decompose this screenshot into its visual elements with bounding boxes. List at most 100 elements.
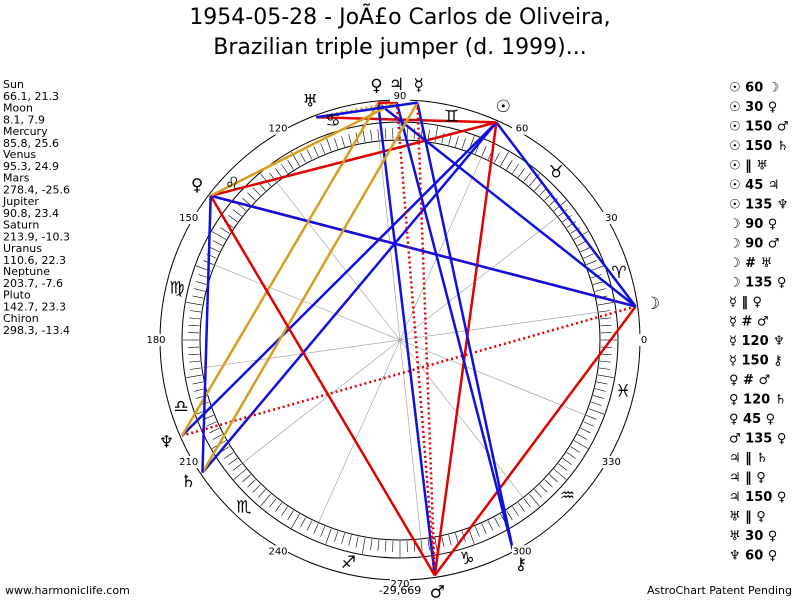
- ring-tick: [600, 324, 612, 327]
- ring-tick: [441, 536, 445, 548]
- aspect-line: [210, 100, 398, 197]
- aspect-line: [395, 101, 515, 550]
- degree-label-bg: [601, 212, 622, 224]
- ring-tick: [593, 395, 604, 399]
- aspect-entry: ☽ 90 ♀: [729, 217, 777, 232]
- planet-glyph: ♀: [191, 175, 203, 195]
- aspect-line: [433, 122, 498, 576]
- ring-tick: [334, 138, 339, 149]
- aspect-line: [316, 100, 397, 119]
- ring-tick: [580, 427, 591, 434]
- aspect-entry: ♆ 60 ♀: [729, 549, 777, 564]
- ring-tick: [211, 231, 227, 240]
- ring-tick: [247, 192, 256, 201]
- tick-ring-outer: [181, 121, 619, 559]
- ring-tick: [427, 539, 430, 550]
- aspect-entry: ☿ 120 ♆: [729, 334, 785, 349]
- ring-tick: [523, 498, 531, 508]
- ring-tick: [247, 479, 256, 488]
- ring-tick: [448, 534, 452, 546]
- aspect-entry: ☿ ‖ ♀: [729, 295, 762, 310]
- planet-position: 278.4, -25.6: [3, 184, 70, 197]
- aspect-entry: ☉ 30 ♀: [729, 100, 777, 115]
- ring-tick: [306, 149, 313, 160]
- ring-tick: [599, 310, 610, 313]
- ring-tick: [189, 317, 201, 320]
- aspect-line: [395, 101, 437, 576]
- sign-glyph: ♍: [169, 278, 184, 298]
- ring-tick: [570, 446, 580, 453]
- aspect-line: [433, 305, 637, 577]
- ring-tick: [544, 479, 553, 488]
- ring-tick: [583, 421, 594, 427]
- ring-tick: [252, 484, 261, 493]
- sign-glyph: ♑: [459, 549, 474, 569]
- ring-tick: [212, 240, 223, 246]
- degree-label-bg: [512, 122, 532, 135]
- ring-tick: [260, 493, 272, 507]
- aspect-entry: ☿ 150 ⚷: [729, 354, 783, 369]
- aspect-entry: ♃ ‖ ♄: [729, 451, 768, 466]
- sign-glyph: ♋: [325, 111, 340, 131]
- ring-tick: [206, 421, 217, 427]
- ring-tick: [586, 415, 597, 420]
- ring-tick: [596, 381, 608, 385]
- bottom-label: -29,669: [379, 584, 421, 597]
- planet-name: Mars: [3, 172, 30, 185]
- aspect-line: [201, 195, 212, 473]
- aspect-line: [416, 102, 437, 576]
- ring-tick: [597, 374, 614, 378]
- aspect-entry: ☿ # ♂: [729, 315, 769, 330]
- ring-tick: [192, 381, 204, 385]
- title-line: 1954-05-28 - JoÃ£o Carlos de Oliveira,: [189, 3, 610, 30]
- ring-tick: [583, 253, 594, 259]
- ring-tick: [384, 128, 387, 140]
- sign-glyph: ♉: [549, 163, 564, 183]
- sign-glyph: ♓: [616, 382, 631, 402]
- ring-tick: [553, 468, 567, 480]
- ring-tick: [594, 288, 606, 292]
- ring-tick: [534, 182, 543, 191]
- sign-glyph: ♎: [173, 397, 188, 417]
- ring-tick: [534, 489, 543, 498]
- aspect-entry: ☉ ‖ ♅: [729, 159, 768, 174]
- aspect-entry: ♅ ‖ ♀: [729, 510, 766, 525]
- ring-tick: [370, 130, 373, 141]
- ring-tick: [599, 367, 610, 370]
- degree-label: 210: [179, 457, 198, 468]
- ring-tick: [281, 164, 288, 174]
- ring-tick: [494, 517, 500, 528]
- degree-label: 30: [605, 213, 618, 224]
- ring-tick: [320, 526, 325, 537]
- aspect-line: [201, 121, 498, 474]
- aspect-entry: ♃ 150 ♀: [729, 490, 786, 505]
- ring-tick: [212, 434, 223, 440]
- planet-name: Saturn: [3, 218, 39, 231]
- planet-position: 110.6, 22.3: [3, 254, 66, 267]
- aspect-line: [210, 194, 636, 308]
- ring-tick: [269, 498, 277, 508]
- ring-tick: [233, 468, 247, 480]
- ring-tick: [512, 164, 519, 174]
- planet-name: Moon: [3, 101, 33, 114]
- ring-tick: [566, 452, 576, 459]
- ring-tick: [194, 288, 206, 292]
- ring-tick: [257, 489, 266, 498]
- ring-tick: [420, 539, 423, 551]
- ring-tick: [188, 324, 200, 327]
- planet-name: Chiron: [3, 312, 39, 325]
- degree-label: 90: [394, 91, 407, 102]
- ring-tick: [539, 484, 548, 493]
- degree-label-bg: [390, 90, 410, 102]
- ring-tick: [523, 172, 531, 182]
- planet-glyph: ☿: [413, 76, 423, 96]
- aspect-entry: ♀ 120 ♄: [729, 393, 786, 408]
- aspect-entry: ♂ 135 ♀: [729, 432, 786, 447]
- degree-label-bg: [634, 334, 654, 346]
- ring-tick: [562, 457, 572, 465]
- planet-position: 203.7, -7.6: [3, 277, 63, 290]
- ring-tick: [512, 506, 519, 516]
- degree-label: 240: [268, 546, 287, 557]
- ring-tick: [313, 523, 319, 534]
